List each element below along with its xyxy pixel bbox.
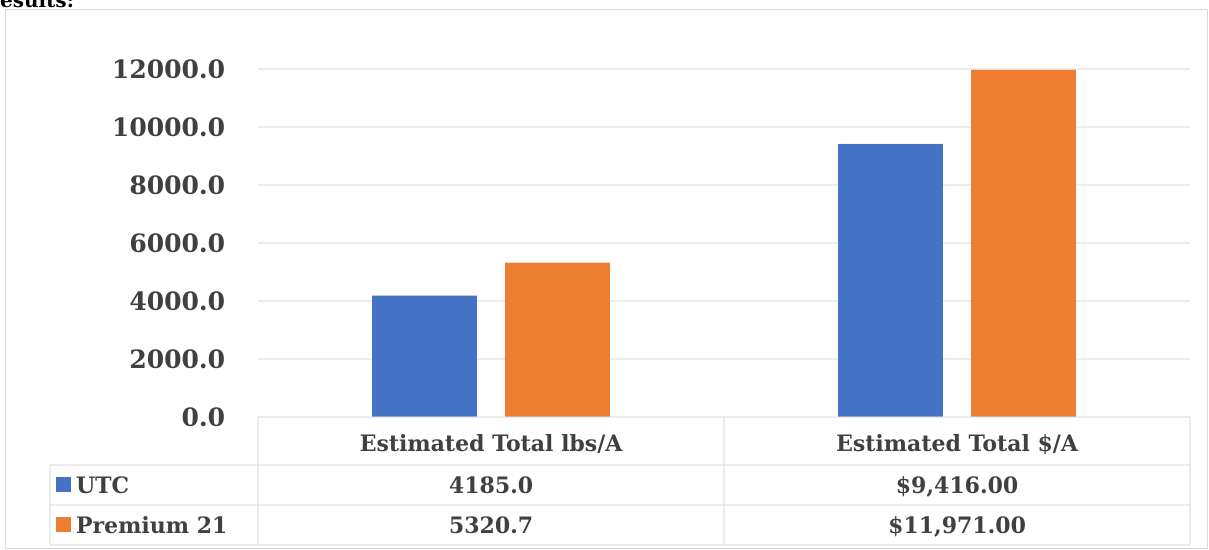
bar-utc-0 xyxy=(372,295,477,417)
bar-premium-21-1 xyxy=(971,69,1076,417)
bar-premium-21-0 xyxy=(505,262,610,417)
y-tick-label: 2000.0 xyxy=(129,345,225,374)
chart-frame xyxy=(5,9,1208,549)
x-category-label: Estimated Total lbs/A xyxy=(360,431,624,457)
x-category-label: Estimated Total $/A xyxy=(836,431,1079,457)
y-tick-label: 4000.0 xyxy=(129,287,225,316)
y-tick-label: 8000.0 xyxy=(129,171,225,200)
bars xyxy=(372,69,1076,417)
data-table-value: 4185.0 xyxy=(449,473,533,499)
y-tick-label: 0.0 xyxy=(182,403,226,432)
legend-series-name: UTC xyxy=(76,473,129,499)
data-table-value: $11,971.00 xyxy=(888,513,1026,539)
data-table: Estimated Total lbs/A Estimated Total $/A… xyxy=(49,416,1191,546)
data-table-value: 5320.7 xyxy=(449,513,533,539)
y-tick-label: 6000.0 xyxy=(129,229,225,258)
y-axis-tick-labels: 0.0 2000.0 4000.0 6000.0 8000.0 10000.0 12000.… xyxy=(112,55,225,432)
y-tick-label: 12000.0 xyxy=(112,55,225,84)
y-tick-label: 10000.0 xyxy=(112,113,225,142)
legend-key-utc xyxy=(56,477,71,492)
legend-series-name: Premium 21 xyxy=(76,513,227,539)
legend-key-premium-21 xyxy=(56,517,71,532)
data-table-value: $9,416.00 xyxy=(896,473,1018,499)
bar-utc-1 xyxy=(838,143,943,417)
